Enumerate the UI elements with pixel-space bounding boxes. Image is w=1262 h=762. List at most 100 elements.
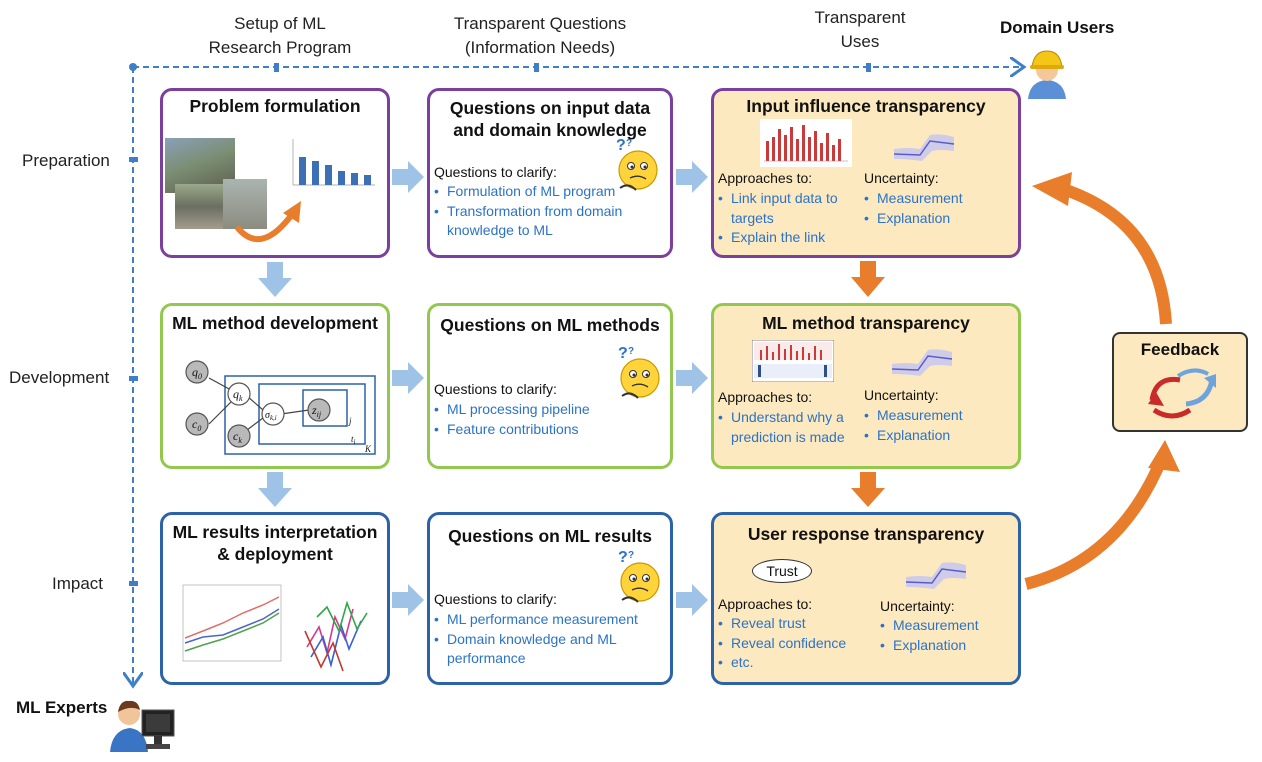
domain-user-hardhat-icon: [1028, 50, 1066, 99]
svg-text:?: ?: [628, 550, 634, 561]
list-item: Formulation of ML program: [434, 182, 664, 202]
list-item: Explanation: [864, 209, 1004, 229]
row-label-development: Development: [9, 368, 110, 387]
questions-results-subtitle: Questions to clarify:: [434, 591, 557, 607]
curved-orange-arrow: [234, 201, 301, 243]
ml-results-box: ML results interpretation & deployment: [160, 512, 390, 685]
user-approaches-label: Approaches to:: [718, 596, 813, 612]
graphical-model-diagram: q0 c0 qk ck σk,i zij j ti K: [185, 360, 376, 455]
list-item: etc.: [718, 653, 868, 673]
ml-experts-label: ML Experts: [16, 698, 108, 717]
ml-method-development-box: ML method development q0 c0 qk ck: [160, 303, 390, 469]
arrow-right: [392, 584, 424, 616]
domain-users-label: Domain Users: [1000, 18, 1115, 37]
method-uncertainty-list: Measurement Explanation: [864, 406, 1004, 445]
node-ck: ck: [233, 429, 242, 445]
list-item: Feature contributions: [434, 420, 664, 440]
column-header-uses: Transparent Uses: [814, 8, 906, 51]
questions-methods-list: ML processing pipeline Feature contribut…: [434, 400, 664, 439]
arrow-right: [676, 584, 708, 616]
questions-results-box: Questions on ML results Questions to cla…: [427, 512, 673, 685]
arrow-down: [258, 472, 292, 507]
row-label-preparation: Preparation: [22, 151, 110, 170]
list-item: Transformation from domain knowledge to …: [434, 202, 664, 241]
uncertainty-band-icon: [893, 134, 955, 161]
svg-text:?: ?: [616, 137, 626, 154]
user-uncertainty-label: Uncertainty:: [880, 598, 955, 614]
plate-k: K: [364, 444, 372, 454]
row-label-impact: Impact: [52, 574, 104, 593]
list-item: Explanation: [880, 636, 1010, 656]
input-approaches-list: Link input data to targets Explain the l…: [718, 189, 863, 248]
plate-t: ti: [351, 434, 356, 446]
trust-cloud: Trust: [752, 559, 812, 583]
ml-expert-computer-icon: [110, 700, 175, 752]
bar-chart-thumbnail: [760, 119, 852, 167]
input-approaches-label: Approaches to:: [718, 170, 813, 186]
arrow-down-orange: [851, 472, 885, 507]
problem-formulation-title: Problem formulation: [189, 96, 361, 116]
user-uncertainty-list: Measurement Explanation: [880, 616, 1010, 655]
thinking-face-icon: ? ?: [618, 345, 660, 399]
thinking-face-icon: ? ?: [618, 549, 660, 603]
field-photo-3: [223, 179, 267, 229]
user-response-title: User response transparency: [747, 524, 985, 544]
user-response-box: User response transparency Trust Approac…: [711, 512, 1021, 685]
questions-results-title: Questions on ML results: [448, 526, 652, 546]
arrow-right: [676, 362, 708, 394]
arrow-right: [392, 362, 424, 394]
questions-input-box: Questions on input data and domain knowl…: [427, 88, 673, 258]
list-item: Measurement: [864, 189, 1004, 209]
svg-text:?: ?: [628, 346, 634, 357]
input-uncertainty-label: Uncertainty:: [864, 170, 939, 186]
input-influence-box: Input influence transparency Approaches …: [711, 88, 1021, 258]
ml-method-transparency-box: ML method transparency Approaches to: Un…: [711, 303, 1021, 469]
list-item: Reveal confidence: [718, 634, 868, 654]
method-approaches-list: Understand why a prediction is made: [718, 408, 848, 447]
user-approaches-list: Reveal trust Reveal confidence etc.: [718, 614, 868, 673]
list-item: Link input data to targets: [718, 189, 863, 228]
arrow-right: [392, 161, 424, 193]
node-q0: q0: [192, 365, 202, 381]
questions-methods-subtitle: Questions to clarify:: [434, 381, 557, 397]
method-approaches-label: Approaches to:: [718, 389, 813, 405]
list-item: Understand why a prediction is made: [718, 408, 848, 447]
problem-formulation-box: Problem formulation: [160, 88, 390, 258]
field-photo-2: [175, 184, 230, 229]
uncertainty-band-icon: [905, 562, 967, 589]
list-item: Measurement: [864, 406, 1004, 426]
node-qk: qk: [233, 387, 243, 403]
list-item: Domain knowledge and ML performance: [434, 630, 670, 669]
arrow-down: [258, 262, 292, 297]
feedback-title: Feedback: [1140, 340, 1220, 359]
arrow-down-orange: [851, 261, 885, 297]
thinking-face-icon: ? ?: [616, 137, 658, 191]
questions-methods-title: Questions on ML methods: [440, 315, 660, 335]
questions-methods-box: Questions on ML methods Questions to cla…: [427, 303, 673, 469]
svg-text:?: ?: [618, 345, 628, 362]
arrow-right: [676, 161, 708, 193]
list-item: ML processing pipeline: [434, 400, 664, 420]
feedback-return-arrow: [1024, 455, 1168, 590]
svg-text:?: ?: [626, 138, 632, 149]
node-zij: zij: [311, 403, 322, 419]
signal-plot-thumbnail: [752, 340, 834, 382]
questions-input-subtitle: Questions to clarify:: [434, 164, 557, 180]
feedback-box: Feedback: [1112, 332, 1248, 432]
list-item: Explanation: [864, 426, 1004, 446]
plate-j: j: [348, 416, 352, 426]
recycle-arrows-icon: [1148, 368, 1216, 419]
list-item: Explain the link: [718, 228, 863, 248]
svg-text:?: ?: [618, 549, 628, 566]
scatter-trajectory-plot: [304, 600, 368, 672]
list-item: Reveal trust: [718, 614, 868, 634]
node-c0: c0: [192, 417, 201, 433]
column-header-setup: Setup of ML Research Program: [208, 14, 352, 57]
ml-method-development-title: ML method development: [172, 313, 378, 333]
ml-method-transparency-title: ML method transparency: [762, 313, 970, 333]
performance-line-plot: [182, 584, 282, 662]
mini-bar-chart: [292, 139, 375, 186]
ml-results-title: ML results interpretation & deployment: [172, 522, 378, 564]
